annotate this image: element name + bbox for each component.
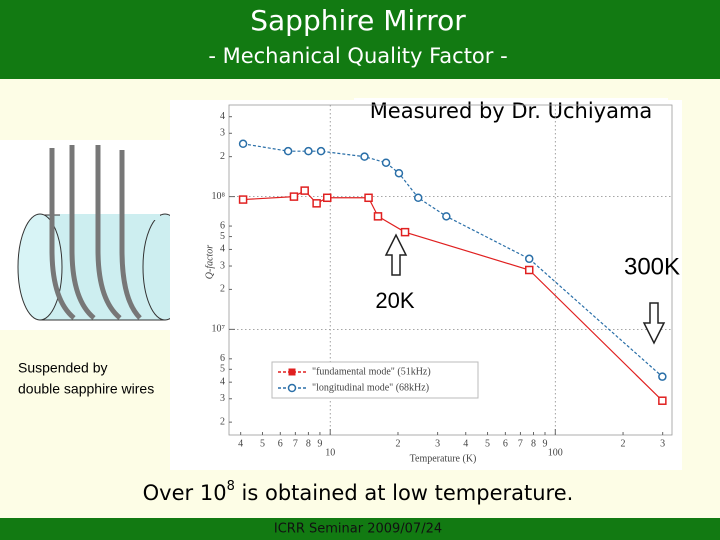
credit: Measured by Dr. Uchiyama [370,99,653,123]
legend-label: "longitudinal mode" (68kHz) [312,382,429,393]
x-tick-label: 4 [463,438,468,449]
x-tick-label: 3 [660,438,665,449]
cylinder-top [60,214,160,220]
y-tick-label: 5 [220,364,225,375]
caption-line: Suspended by [18,360,108,376]
y-axis-label: Q-factor [204,245,215,280]
y-tick-label: 4 [220,244,225,255]
x-tick-label: 8 [531,438,536,449]
y-tick-label: 10⁸ [212,191,226,202]
y-tick-label: 6 [220,353,225,364]
legend-box [271,361,479,399]
data-point [394,168,404,178]
data-point [364,193,373,203]
series-line [243,189,663,402]
cylinder-face [17,213,63,321]
x-tick-label: 5 [260,438,265,449]
series-line [242,143,663,378]
slide-subtitle: - Mechanical Quality Factor - [208,44,507,68]
x-tick-label: 8 [306,438,311,449]
data-point [238,139,248,149]
label-20k: 20K [375,288,414,313]
legend-marker [287,383,297,393]
x-tick-label: 9 [317,438,322,449]
data-point [400,227,410,237]
conclusion-part: is obtained at low temperature. [235,481,573,505]
slide-title: Sapphire Mirror [250,4,466,37]
data-point [316,146,326,156]
y-tick-label: 4 [220,111,225,122]
data-point [312,199,321,208]
data-point [413,193,423,203]
x-tick-label: 6 [278,438,283,449]
conclusion-part: Over 10 [143,481,227,505]
data-point [283,146,293,156]
label-300k: 300K [624,253,680,280]
x-tick-label: 9 [543,438,548,449]
data-point [373,212,383,221]
y-tick-label: 10⁷ [212,324,226,335]
y-tick-label: 3 [220,260,225,271]
caption-line: double sapphire wires [18,381,154,397]
data-point [658,372,667,381]
data-point [304,146,313,156]
y-tick-label: 2 [220,284,225,295]
legend-marker [288,368,296,376]
footer-bar [0,518,720,540]
y-tick-label: 2 [220,151,225,162]
data-point [323,193,332,203]
y-tick-label: 6 [220,220,225,231]
arrow-down [642,302,666,345]
x-tick-label: 10 [325,447,335,458]
data-point [238,195,248,204]
x-tick-label: 6 [503,438,508,449]
y-tick-label: 5 [220,231,225,242]
y-tick-label: 2 [220,416,225,427]
data-point [524,265,534,275]
x-tick-label: 4 [238,438,243,449]
data-point [381,158,391,167]
credit-bg [354,98,668,126]
legend-label: "fundamental mode" (51kHz) [312,366,431,377]
y-tick-label: 3 [220,128,225,139]
data-point [524,254,534,264]
plot-panel [170,100,682,470]
x-tick-label: 7 [518,438,523,449]
data-point [442,212,451,221]
y-tick-label: 4 [220,376,225,387]
x-tick-label: 7 [293,438,298,449]
header-bar [0,0,720,79]
data-point [658,396,667,405]
data-point [360,152,369,161]
x-tick-label: 5 [485,438,490,449]
x-tick-label: 3 [435,438,440,449]
arrow-up [384,233,408,276]
plot-frame [228,104,673,436]
mirror-drawing [17,145,188,321]
data-point [300,186,309,195]
x-tick-label: 100 [548,447,563,458]
conclusion-sup: 8 [227,479,235,494]
x-tick-label: 2 [621,438,626,449]
footer: ICRR Seminar 2009/07/24 [274,522,442,537]
x-tick-label: 2 [395,438,400,449]
conclusion: Over 108 is obtained at low temperature. [143,479,574,506]
data-point [289,192,299,201]
wires [49,145,142,320]
x-axis-label: Temperature (K) [410,453,477,464]
y-tick-label: 3 [220,393,225,404]
